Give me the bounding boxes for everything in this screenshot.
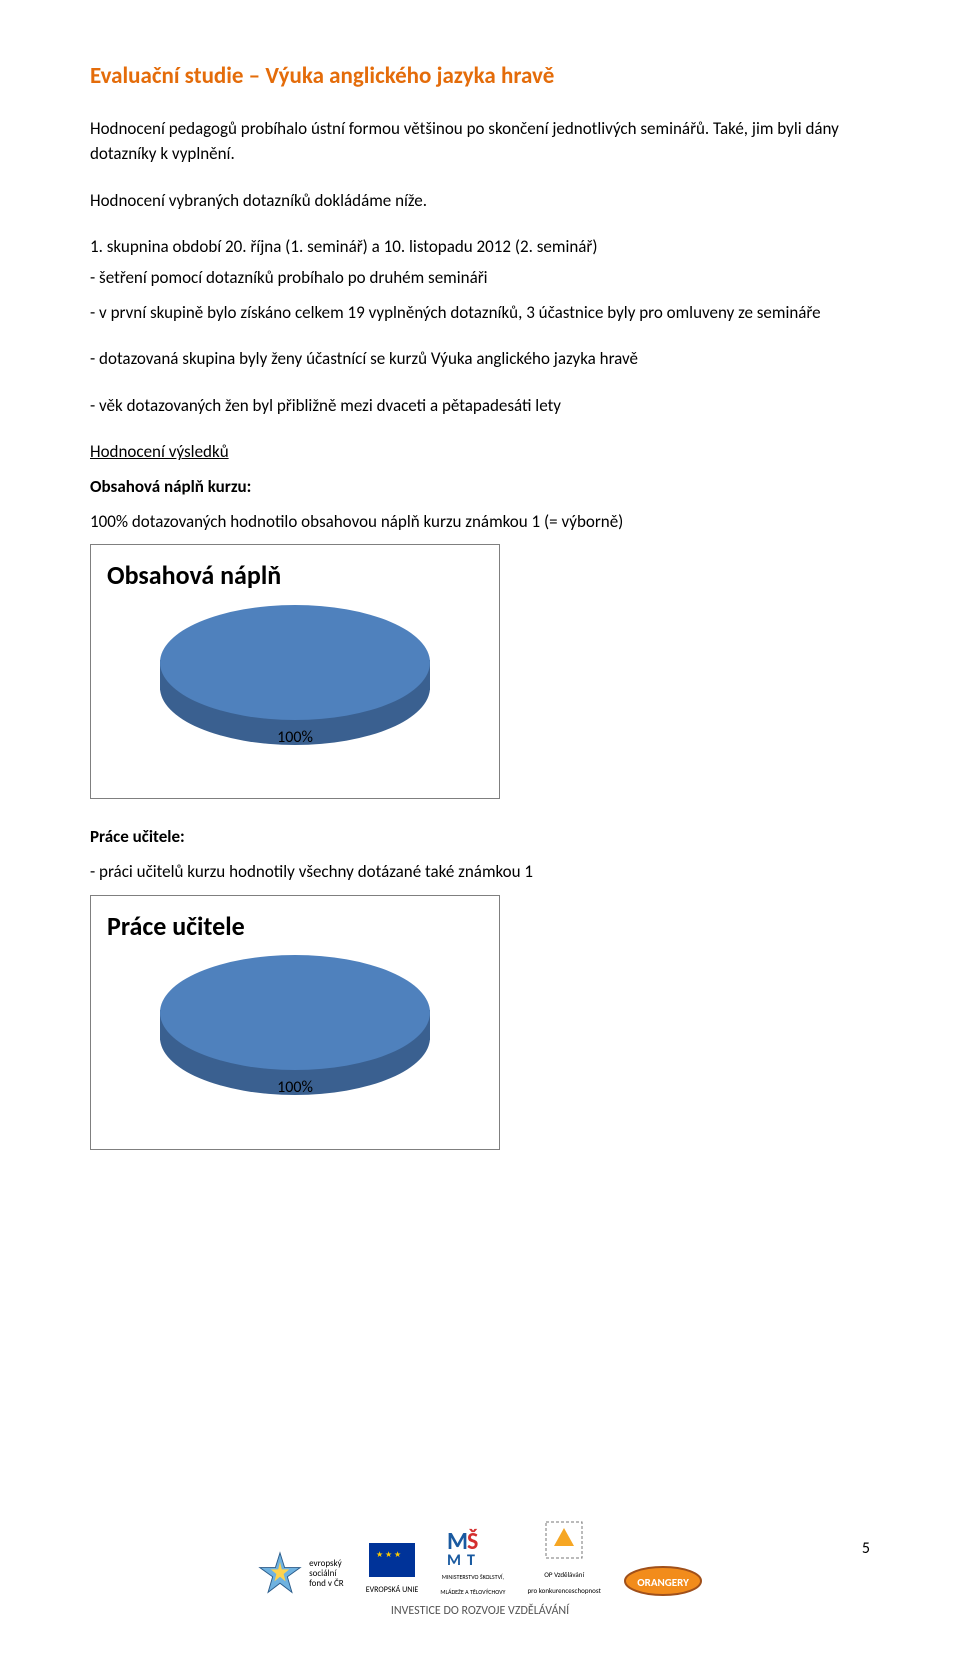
esf-line3: fond v ČR: [309, 1579, 344, 1589]
msmt-icon: M Š M T: [443, 1523, 503, 1567]
esf-logo: evropský sociální fond v ČR: [257, 1551, 344, 1597]
eu-flag-icon: [369, 1543, 415, 1577]
footer-caption: INVESTICE DO ROZVOJE VZDĚLÁVÁNÍ: [90, 1603, 870, 1620]
opvk-line1: OP Vzdělávání: [544, 1570, 584, 1580]
chart2-title: Práce učitele: [107, 908, 483, 946]
content-line: 100% dotazovaných hodnotilo obsahovou ná…: [90, 510, 870, 535]
section-number: 1. skupnina období 20. října (1. seminář…: [90, 235, 870, 260]
chart-prace-ucitele: Práce učitele 100%: [90, 895, 500, 1150]
eu-logo: EVROPSKÁ UNIE: [366, 1543, 419, 1597]
esf-star-icon: [257, 1551, 303, 1597]
chart1-pie: 100%: [160, 605, 430, 755]
opvk-line2: pro konkurenceschopnost: [527, 1586, 600, 1596]
teacher-line: - práci učitelů kurzu hodnotily všechny …: [90, 860, 870, 885]
bullet-2: - v první skupině bylo získáno celkem 19…: [90, 301, 870, 326]
msmt-logo: M Š M T MINISTERSTVO ŠKOLSTVÍ, MLÁDEŽE A…: [440, 1523, 505, 1596]
opvk-logo: OP Vzdělávání pro konkurenceschopnost: [527, 1516, 600, 1596]
opvk-icon: [540, 1516, 588, 1564]
chart2-pie: 100%: [160, 955, 430, 1105]
pie-top: [160, 605, 430, 720]
chart1-label: 100%: [277, 726, 313, 749]
chart2-label: 100%: [277, 1076, 313, 1099]
msmt-line2: MLÁDEŽE A TĚLOVÝCHOVY: [440, 1588, 505, 1597]
orangery-icon: ORANGERY: [623, 1561, 703, 1597]
content-heading: Obsahová náplň kurzu:: [90, 475, 870, 500]
svg-text:M: M: [447, 1551, 461, 1567]
teacher-heading: Práce učitele:: [90, 825, 870, 850]
footer-logos: evropský sociální fond v ČR EVROPSKÁ UNI…: [90, 1516, 870, 1620]
pie-top: [160, 955, 430, 1070]
chart-obsahova-napln: Obsahová náplň 100%: [90, 544, 500, 799]
svg-text:ORANGERY: ORANGERY: [637, 1576, 689, 1589]
bullet-1: - šetření pomocí dotazníků probíhalo po …: [90, 266, 870, 291]
intro-paragraph-2: Hodnocení vybraných dotazníků dokládáme …: [90, 189, 870, 214]
intro-paragraph-1: Hodnocení pedagogů probíhalo ústní formo…: [90, 117, 870, 166]
chart1-title: Obsahová náplň: [107, 557, 483, 595]
svg-text:T: T: [467, 1551, 475, 1567]
bullet-3: - dotazovaná skupina byly ženy účastnící…: [90, 347, 870, 372]
bullet-4: - věk dotazovaných žen byl přibližně mez…: [90, 394, 870, 419]
orangery-logo: ORANGERY: [623, 1561, 703, 1597]
eu-label: EVROPSKÁ UNIE: [366, 1585, 419, 1597]
msmt-line1: MINISTERSTVO ŠKOLSTVÍ,: [442, 1573, 504, 1582]
document-title: Evaluační studie – Výuka anglického jazy…: [90, 60, 870, 93]
results-heading: Hodnocení výsledků: [90, 440, 870, 465]
